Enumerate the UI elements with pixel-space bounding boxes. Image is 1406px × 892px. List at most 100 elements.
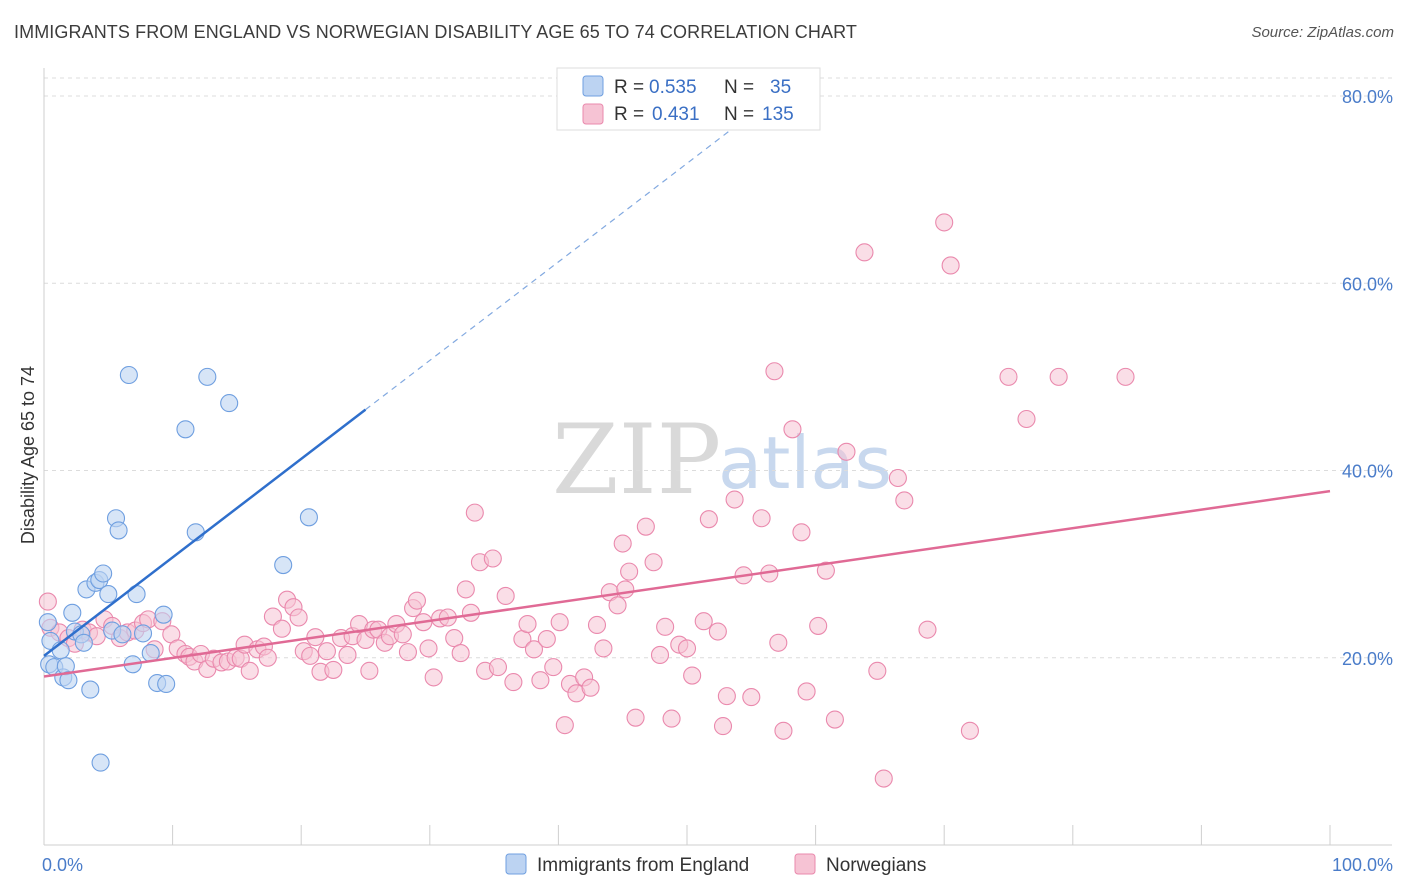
stats-legend-swatch-blue <box>582 75 604 97</box>
norwegians-point <box>683 666 702 685</box>
norwegians-point <box>620 562 639 581</box>
norwegians-point <box>1049 367 1068 386</box>
norwegians-point <box>587 615 607 635</box>
norwegians-point <box>504 673 523 692</box>
norwegians-point <box>765 362 784 381</box>
norwegians-point <box>837 442 856 461</box>
norwegians-point <box>263 607 282 626</box>
norwegians-point <box>1017 409 1036 429</box>
norwegians-point <box>699 510 718 529</box>
norwegians-point <box>713 717 733 736</box>
norwegians-point <box>816 561 835 580</box>
norwegians-point <box>774 721 793 740</box>
norwegians-point <box>613 534 632 553</box>
norwegians-point <box>581 678 600 697</box>
norwegians-point <box>524 640 544 659</box>
norwegians-point <box>769 633 788 652</box>
norwegians-point <box>38 592 57 611</box>
norwegians-point <box>636 517 655 536</box>
y-tick-label: 40.0% <box>1342 462 1393 482</box>
norwegians-point <box>531 671 550 690</box>
norwegians-point <box>594 639 613 658</box>
england-point <box>113 625 132 644</box>
norwegians-point <box>616 580 635 599</box>
norwegians-point <box>888 468 907 488</box>
norwegians-point <box>240 661 259 680</box>
norwegians-point <box>407 591 426 610</box>
watermark: ZIP atlas <box>552 404 892 516</box>
stats-r-label-1: R = <box>614 77 644 98</box>
norwegians-point <box>289 608 308 627</box>
england-point <box>74 633 93 652</box>
norwegians-point <box>544 658 563 677</box>
england-point <box>99 585 118 604</box>
norwegians-point <box>393 625 412 644</box>
x-tick-label-max: 100.0% <box>1332 855 1393 875</box>
norwegians-point <box>398 643 417 662</box>
norwegians-point <box>742 688 761 707</box>
legend-label-england: Immigrants from England <box>537 855 749 876</box>
england-trend-line <box>43 408 367 657</box>
y-tick-label: 60.0% <box>1342 274 1393 294</box>
stats-r-value-1: 0.535 <box>649 77 697 98</box>
norwegians-point <box>488 658 508 677</box>
england-point <box>299 508 318 527</box>
england-point <box>38 613 57 632</box>
norwegians-point <box>717 687 736 706</box>
y-axis-label: Disability Age 65 to 74 <box>18 366 38 544</box>
norwegians-point <box>360 661 379 680</box>
norwegians-point <box>752 509 771 528</box>
norwegians-point <box>694 612 713 631</box>
norwegians-point <box>960 721 979 740</box>
england-point <box>133 624 153 643</box>
chart-source: Source: ZipAtlas.com <box>1251 24 1394 41</box>
norwegians-point <box>708 622 727 641</box>
england-point <box>91 753 110 772</box>
stats-r-label-2: R = <box>614 104 644 125</box>
norwegians-point <box>825 710 844 729</box>
series-legend: Immigrants from England Norwegians <box>505 853 926 876</box>
norwegians-point <box>445 629 464 648</box>
england-point <box>63 603 82 622</box>
stats-n-value-2: 135 <box>762 104 794 125</box>
norwegians-point <box>656 617 675 636</box>
stats-r-value-2: 0.431 <box>652 104 700 125</box>
norwegians-point <box>783 420 802 439</box>
england-point <box>220 394 239 413</box>
stats-n-label-2: N = <box>724 104 754 125</box>
england-trend-extension <box>365 113 752 411</box>
norwegians-point <box>608 596 627 615</box>
norwegians-point <box>797 682 816 701</box>
norwegians-point <box>555 716 574 735</box>
norwegians-point <box>918 620 937 639</box>
watermark-zip: ZIP <box>552 404 721 516</box>
england-point <box>176 420 195 439</box>
norwegians-point <box>483 549 502 568</box>
norwegians-point <box>456 580 475 599</box>
norwegians-point <box>626 708 645 727</box>
norwegians-point <box>451 644 470 663</box>
norwegians-point <box>855 243 874 262</box>
norwegians-point <box>662 709 681 728</box>
england-point <box>157 674 176 694</box>
norwegians-point <box>317 642 336 661</box>
stats-n-label-1: N = <box>724 77 754 98</box>
norwegians-point <box>419 639 438 658</box>
england-point <box>198 367 217 386</box>
legend-label-norwegians: Norwegians <box>826 855 926 876</box>
norwegians-point <box>258 648 277 667</box>
axes <box>43 68 1392 846</box>
england-points <box>38 365 318 772</box>
norwegians-point <box>644 553 663 572</box>
england-point <box>154 605 173 624</box>
norwegians-points <box>38 213 1135 788</box>
norwegians-point <box>874 769 893 788</box>
norwegians-point <box>809 616 828 635</box>
norwegians-point <box>1116 367 1135 386</box>
norwegians-point <box>550 613 569 632</box>
norwegians-point <box>338 645 357 664</box>
norwegians-point <box>935 213 954 232</box>
legend-swatch-england <box>505 853 527 875</box>
norwegians-point <box>792 523 811 542</box>
